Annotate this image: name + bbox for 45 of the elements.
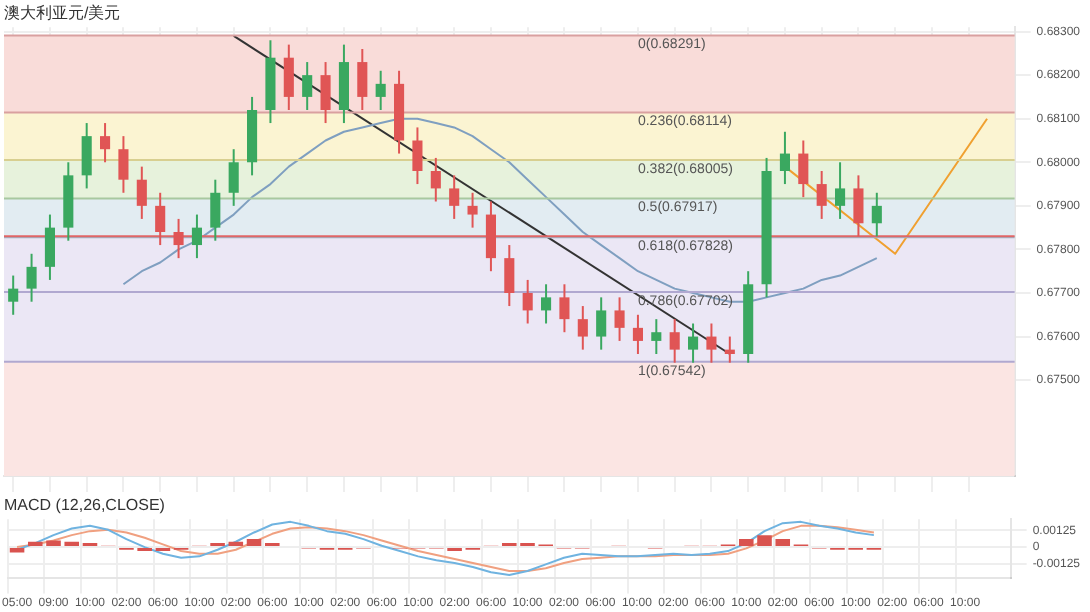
candlestick (449, 174, 460, 220)
candlestick (357, 47, 368, 111)
candlestick (651, 318, 662, 355)
candlestick (632, 313, 643, 355)
candlestick (173, 217, 184, 260)
candlestick (118, 135, 129, 194)
candlestick (191, 213, 202, 260)
candlestick (100, 122, 111, 164)
candlestick (559, 283, 570, 334)
candlestick (320, 61, 331, 125)
candlestick (467, 191, 478, 229)
candlestick (136, 165, 147, 220)
candlestick (375, 69, 386, 111)
candlestick (871, 191, 882, 238)
candlestick (485, 200, 496, 273)
candlestick (412, 126, 423, 186)
candlestick (688, 322, 699, 364)
candlestick (228, 148, 239, 207)
candlestick (779, 130, 790, 186)
candlestick (44, 213, 55, 281)
candlestick (706, 322, 717, 364)
bar (246, 539, 262, 547)
candlestick (283, 43, 294, 111)
candlestick (816, 169, 827, 220)
chart-title: 澳大利亚元/美元 (4, 4, 121, 23)
candlestick (302, 61, 313, 111)
candlestick (338, 43, 349, 125)
candlestick (504, 244, 515, 308)
candlestick (798, 139, 809, 199)
candlestick (853, 174, 864, 238)
candlestick (724, 335, 735, 364)
candlestick (8, 274, 19, 316)
candlestick (614, 296, 625, 342)
chart-title: MACD (12,26,CLOSE) (4, 496, 166, 515)
candlestick (155, 191, 166, 247)
candlestick (835, 161, 846, 220)
candlestick (26, 252, 37, 303)
candlestick (522, 278, 533, 325)
candlestick (577, 305, 588, 351)
candlestick (669, 318, 680, 364)
candlestick (596, 296, 607, 351)
candlestick (541, 283, 552, 325)
candlestick (430, 156, 441, 203)
candlestick (210, 178, 221, 242)
candlestick (81, 122, 92, 190)
